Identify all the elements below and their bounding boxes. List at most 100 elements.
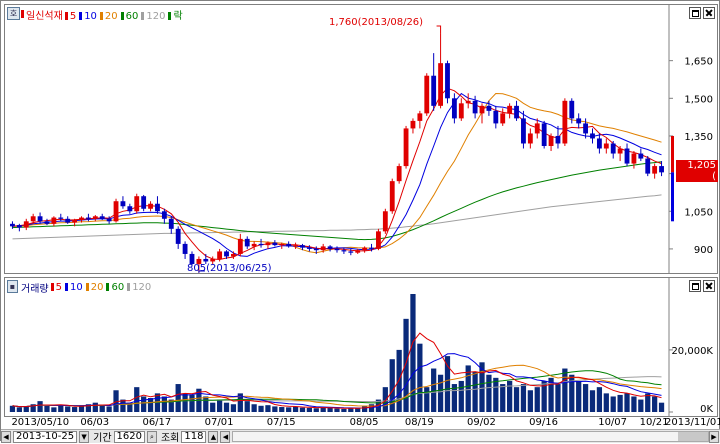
volume-chart[interactable]: 20,000K 0K bbox=[5, 278, 717, 416]
volume-bar bbox=[51, 407, 57, 412]
candle-body bbox=[51, 217, 57, 224]
volume-bar bbox=[479, 362, 485, 412]
low-leader-line bbox=[198, 270, 205, 273]
volume-bar bbox=[513, 387, 520, 412]
candle-body bbox=[472, 100, 478, 114]
x-axis-label: 10/21 bbox=[639, 417, 669, 428]
volume-bar bbox=[472, 371, 478, 412]
volume-bar bbox=[624, 393, 630, 412]
scrollbar-thumb[interactable] bbox=[678, 432, 708, 441]
x-axis-label: 06/17 bbox=[142, 417, 172, 428]
candle-body bbox=[168, 218, 174, 229]
maximize-icon[interactable] bbox=[689, 7, 701, 19]
volume-bar bbox=[251, 404, 257, 412]
candle-body bbox=[203, 258, 209, 262]
price-legend-item: 20 bbox=[104, 10, 118, 22]
volume-bar bbox=[306, 407, 313, 412]
volume-bar bbox=[203, 396, 209, 412]
candle-body bbox=[603, 143, 609, 149]
volume-bar bbox=[645, 393, 651, 412]
volume-bar bbox=[431, 368, 437, 412]
volume-bar bbox=[493, 377, 499, 412]
candle-body bbox=[493, 110, 499, 124]
volume-bar bbox=[652, 396, 658, 412]
volume-bar bbox=[244, 401, 250, 412]
candle-body bbox=[99, 216, 105, 219]
x-axis-label: 07/15 bbox=[266, 417, 296, 428]
volume-ma20-line bbox=[12, 364, 662, 408]
volume-bar bbox=[182, 393, 188, 412]
candle-body bbox=[148, 203, 153, 209]
volume-legend-item: 120 bbox=[132, 281, 152, 293]
volume-ma5-line bbox=[12, 332, 662, 409]
candle-body bbox=[417, 113, 423, 121]
legend-title: 일신석재 bbox=[26, 10, 63, 22]
volume-bar bbox=[334, 408, 340, 412]
volume-bar bbox=[127, 402, 133, 412]
candle-body bbox=[293, 245, 298, 247]
candle-body bbox=[382, 211, 388, 232]
volume-bar bbox=[658, 402, 665, 412]
volume-bar bbox=[424, 387, 430, 412]
candle-body bbox=[396, 166, 402, 182]
scrollbar[interactable] bbox=[232, 431, 709, 442]
candle-body bbox=[258, 243, 264, 246]
pane-settings-icon[interactable]: 호 bbox=[7, 7, 20, 20]
volume-legend-title: 거래량 bbox=[21, 283, 49, 295]
candle-body bbox=[23, 221, 29, 228]
candle-body bbox=[555, 135, 561, 144]
volume-bar bbox=[368, 404, 375, 412]
volume-bar bbox=[410, 294, 416, 412]
volume-bar bbox=[65, 406, 71, 412]
query-button[interactable]: 조회 bbox=[160, 433, 180, 444]
volume-bar bbox=[375, 399, 382, 412]
candle-body bbox=[313, 248, 319, 251]
candle-body bbox=[327, 246, 333, 249]
candle-body bbox=[631, 153, 637, 164]
volume-bar bbox=[272, 406, 278, 412]
x-axis-label: 09/02 bbox=[467, 417, 496, 428]
close-icon[interactable] bbox=[703, 7, 715, 19]
volume-bar bbox=[555, 384, 561, 412]
volume-bar bbox=[286, 407, 292, 412]
pane-window-buttons bbox=[687, 7, 715, 19]
volume-bar bbox=[299, 407, 306, 412]
candle-body bbox=[424, 75, 430, 114]
volume-bar bbox=[30, 404, 36, 412]
legend-swatch-icon bbox=[64, 11, 68, 20]
volume-maximize-icon[interactable] bbox=[689, 280, 701, 292]
price-legend-item: 120 bbox=[146, 10, 166, 22]
candle-body bbox=[562, 100, 568, 144]
candle-body bbox=[286, 243, 292, 247]
volume-bar bbox=[341, 408, 347, 412]
volume-bar bbox=[596, 387, 603, 412]
volume-bar bbox=[500, 384, 506, 412]
candle-body bbox=[410, 120, 416, 129]
price-legend-item: 5 bbox=[69, 10, 77, 22]
volume-bar bbox=[44, 405, 50, 412]
volume-legend-item: 60 bbox=[111, 281, 125, 293]
volume-bar bbox=[417, 343, 423, 412]
volume-close-icon[interactable] bbox=[703, 280, 715, 292]
volume-settings-icon[interactable]: ▪ bbox=[7, 280, 18, 293]
candle-body bbox=[65, 218, 71, 223]
volume-bar bbox=[582, 384, 589, 412]
volume-bar bbox=[292, 406, 299, 412]
x-axis-label: 07/01 bbox=[204, 417, 234, 428]
price-y-tick-label: 900 bbox=[694, 245, 713, 256]
volume-bar bbox=[548, 377, 554, 412]
volume-y-tick-label: 0K bbox=[700, 404, 713, 415]
volume-bar bbox=[16, 407, 22, 412]
candle-body bbox=[369, 247, 374, 249]
legend-swatch-icon bbox=[79, 11, 83, 20]
volume-bar bbox=[161, 396, 167, 412]
candle-body bbox=[44, 221, 50, 224]
low-annotation: 805(2013/06/25) bbox=[187, 263, 272, 274]
volume-bar bbox=[37, 401, 43, 412]
candle-body bbox=[244, 238, 250, 247]
volume-legend-item: 20 bbox=[90, 281, 104, 293]
candle-body bbox=[389, 181, 395, 212]
candle-body bbox=[652, 166, 658, 174]
